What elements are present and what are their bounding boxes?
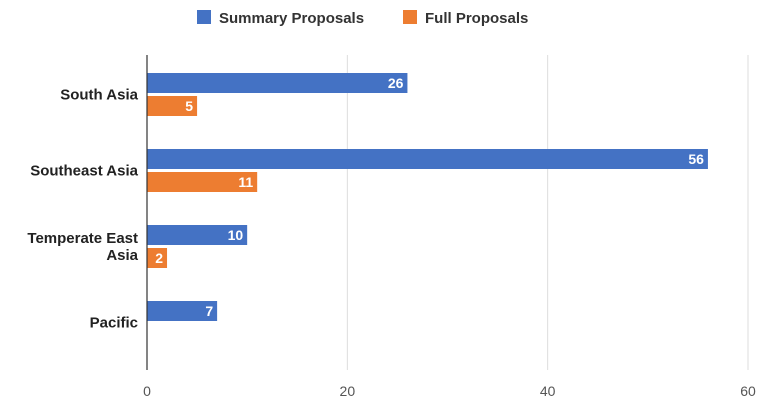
bar-summary — [147, 225, 248, 245]
legend-swatch — [197, 10, 211, 24]
bar-full — [147, 248, 168, 268]
bar-summary — [147, 73, 408, 93]
legend-swatch — [403, 10, 417, 24]
bar-value-label: 5 — [185, 98, 193, 114]
bar-value-label: 2 — [155, 250, 163, 266]
bars: 26 5 56 11 10 2 7 — [147, 73, 708, 321]
bar-value-label: 7 — [205, 303, 213, 319]
category-labels: South Asia Southeast Asia Temperate East As… — [27, 87, 138, 332]
grid-lines — [346, 55, 749, 370]
x-axis: 0 20 40 60 — [143, 55, 756, 399]
category-label: South Asia — [60, 87, 138, 104]
legend-label: Full Proposals — [425, 10, 528, 27]
category-label: Temperate East Asia — [27, 230, 138, 264]
category-label: Pacific — [90, 315, 138, 332]
legend-label: Summary Proposals — [219, 10, 364, 27]
bar-value-label: 10 — [228, 227, 244, 243]
bar-full — [147, 172, 258, 192]
x-tick-label: 20 — [340, 383, 356, 399]
bar-value-label: 26 — [388, 75, 404, 91]
category-label: Southeast Asia — [30, 163, 138, 180]
bar-value-label: 11 — [238, 174, 253, 190]
bar-summary — [147, 149, 708, 169]
x-tick-label: 40 — [540, 383, 556, 399]
x-tick-label: 0 — [143, 383, 151, 399]
bar-summary — [147, 301, 218, 321]
bar-full — [147, 96, 198, 116]
x-tick-label: 60 — [740, 383, 756, 399]
bar-value-label: 56 — [688, 151, 704, 167]
legend: Summary Proposals Full Proposals — [197, 10, 528, 27]
